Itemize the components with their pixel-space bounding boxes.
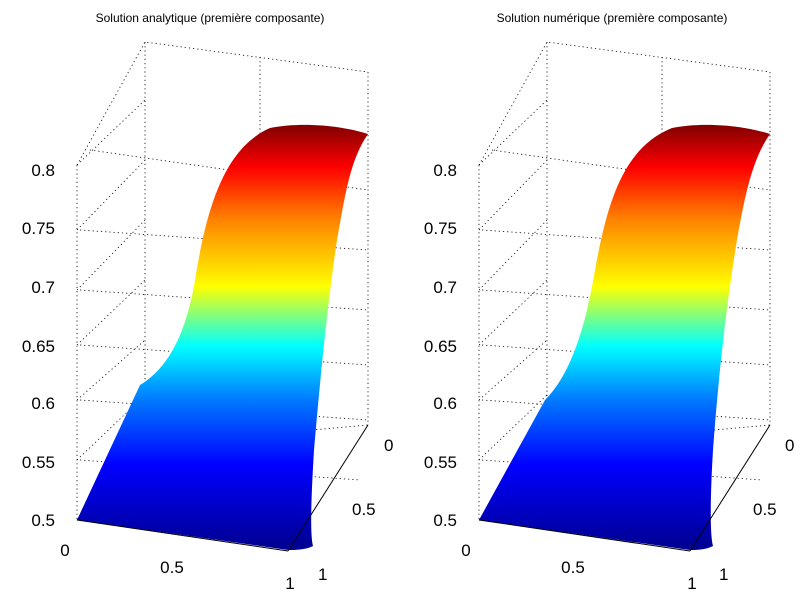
chart-numerique: Solution numérique (première composante) xyxy=(424,11,795,593)
y-tick-label: 1 xyxy=(318,565,327,584)
chart-title: Solution analytique (première composante… xyxy=(96,11,325,25)
chart-analytique: Solution analytique (première composante… xyxy=(22,11,394,593)
x-tick-label: 0.5 xyxy=(561,558,585,577)
x-tick-label: 0.5 xyxy=(160,558,184,577)
axes xyxy=(76,424,369,552)
y-tick-label: 0.5 xyxy=(753,500,777,519)
y-tick-label: 0.5 xyxy=(352,500,376,519)
z-tick-labels: 0.5 0.55 0.6 0.65 0.7 0.75 0.8 xyxy=(22,161,55,530)
z-tick-label: 0.65 xyxy=(424,337,457,356)
axes xyxy=(478,424,771,552)
y-tick-label: 0 xyxy=(785,436,794,455)
x-tick-label: 1 xyxy=(285,574,294,593)
z-tick-label: 0.8 xyxy=(433,161,457,180)
surface xyxy=(77,124,368,550)
y-tick-label: 1 xyxy=(719,565,728,584)
z-tick-label: 0.55 xyxy=(22,453,55,472)
y-tick-label: 0 xyxy=(384,436,393,455)
z-tick-label: 0.7 xyxy=(433,278,457,297)
z-tick-label: 0.8 xyxy=(31,161,55,180)
z-tick-label: 0.75 xyxy=(22,219,55,238)
chart-title: Solution numérique (première composante) xyxy=(497,11,728,25)
z-tick-label: 0.5 xyxy=(433,511,457,530)
y-tick-labels: 0 0.5 1 xyxy=(719,436,794,584)
z-tick-label: 0.55 xyxy=(424,453,457,472)
surface xyxy=(479,124,770,550)
x-tick-labels: 0 0.5 1 xyxy=(461,541,696,593)
z-tick-label: 0.7 xyxy=(31,278,55,297)
x-tick-label: 1 xyxy=(687,574,696,593)
z-tick-label: 0.65 xyxy=(22,337,55,356)
y-tick-labels: 0 0.5 1 xyxy=(318,436,393,584)
x-tick-label: 0 xyxy=(60,541,69,560)
z-tick-label: 0.75 xyxy=(424,219,457,238)
x-tick-labels: 0 0.5 1 xyxy=(60,541,294,593)
z-tick-label: 0.6 xyxy=(433,394,457,413)
z-tick-labels: 0.5 0.55 0.6 0.65 0.7 0.75 0.8 xyxy=(424,161,457,530)
z-tick-label: 0.5 xyxy=(31,511,55,530)
x-tick-label: 0 xyxy=(461,541,470,560)
z-tick-label: 0.6 xyxy=(31,394,55,413)
